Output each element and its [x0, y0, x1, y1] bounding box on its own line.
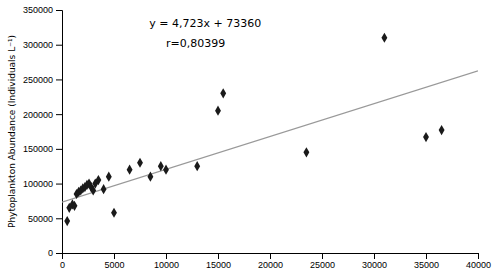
y-axis-tick-label: 300000	[23, 40, 53, 50]
scatter-point	[423, 132, 429, 142]
scatter-point	[220, 88, 226, 98]
y-axis-tick-label: 50000	[28, 214, 53, 224]
scatter-point	[127, 165, 133, 175]
x-axis-tick-label: 25000	[310, 260, 335, 270]
x-axis-tick-label: 35000	[414, 260, 439, 270]
y-axis-tick: 250000	[23, 75, 62, 85]
annotation: y = 4,723x + 73360	[149, 17, 261, 30]
scatter-point	[194, 161, 200, 171]
marks	[62, 33, 478, 226]
y-axis-tick-label: 100000	[23, 179, 53, 189]
x-axis-tick-label: 40000	[466, 260, 491, 270]
x-axis-tick-mark	[374, 253, 375, 259]
x-axis-tick: 15000	[206, 253, 231, 270]
x-axis-tick: 30000	[362, 253, 387, 270]
x-axis-line	[63, 254, 479, 260]
regression-line	[62, 71, 478, 202]
scatter-point	[95, 175, 101, 185]
y-axis-tick-mark	[56, 79, 62, 80]
y-axis-tick: 350000	[23, 5, 62, 15]
scatter-point	[147, 172, 153, 182]
y-axis-tick-mark	[56, 45, 62, 46]
y-axis-line	[56, 11, 63, 254]
annotation: r=0,80399	[166, 37, 225, 50]
y-axis-tick-mark	[56, 253, 62, 254]
x-axis-tick-mark	[478, 253, 479, 259]
x-axis-tick: 20000	[258, 253, 283, 270]
x-axis-tick: 10000	[154, 253, 179, 270]
y-axis-tick: 200000	[23, 110, 62, 120]
y-axis-tick-mark	[56, 218, 62, 219]
y-axis-tick: 0	[48, 248, 62, 258]
x-axis-tick-mark	[322, 253, 323, 259]
y-axis-tick: 150000	[23, 144, 62, 154]
x-axis-tick-label: 30000	[362, 260, 387, 270]
x-axis-tick-label: 10000	[154, 260, 179, 270]
x-axis-tick: 5000	[104, 253, 124, 270]
y-axis-tick-mark	[56, 184, 62, 185]
plot-area: 0 5000 10000 15000 20000 25000 30000 35000 40000…	[23, 5, 491, 270]
x-axis-tick-label: 20000	[258, 260, 283, 270]
chart: 0 5000 10000 15000 20000 25000 30000 35000 40000…	[0, 0, 496, 277]
x-axis-tick-mark	[166, 253, 167, 259]
y-axis-tick: 50000	[28, 214, 62, 224]
y-axis-tick-mark	[56, 149, 62, 150]
scatter-point	[381, 33, 387, 43]
scatter-point	[163, 165, 169, 175]
x-axis-tick-label: 5000	[104, 260, 124, 270]
annotations: y = 4,723x + 73360 r=0,80399	[149, 17, 261, 50]
x-axis-tick: 40000	[466, 253, 491, 270]
scatter-point	[72, 201, 78, 211]
y-axis-tick-label: 200000	[23, 110, 53, 120]
y-axis-tick-mark	[56, 10, 62, 11]
y-axis-tick: 300000	[23, 40, 62, 50]
scatter-point	[106, 172, 112, 182]
x-axis-tick: 0	[60, 253, 65, 270]
x-axis-tick: 25000	[310, 253, 335, 270]
x-axis-tick-mark	[114, 253, 115, 259]
y-axis-tick: 100000	[23, 179, 62, 189]
scatter-point	[158, 161, 164, 171]
scatter-point	[303, 147, 309, 157]
y-axis-tick-label: 0	[48, 248, 53, 258]
y-axis-tick-label: 150000	[23, 144, 53, 154]
scatter-point	[64, 216, 70, 226]
scatter-point	[101, 184, 107, 194]
x-axis-tick: 35000	[414, 253, 439, 270]
x-axis-tick-mark	[270, 253, 271, 259]
scatter-point	[439, 125, 445, 135]
y-axis: 0 50000 100000 150000 200000 250000 300000 3500…	[23, 5, 63, 258]
scatter-point	[215, 106, 221, 116]
y-axis-tick-label: 250000	[23, 75, 53, 85]
scatter-point	[111, 208, 117, 218]
x-axis-tick-label: 15000	[206, 260, 231, 270]
x-axis-tick-label: 0	[60, 260, 65, 270]
x-axis: 0 5000 10000 15000 20000 25000 30000 35000 40000	[60, 253, 491, 270]
y-axis-tick-mark	[56, 114, 62, 115]
scatter-point	[137, 158, 143, 168]
x-axis-tick-mark	[218, 253, 219, 259]
x-axis-tick-mark	[426, 253, 427, 259]
y-axis-title: Phytoplankton Abundance (Individuals L⁻¹…	[7, 35, 17, 228]
y-axis-tick-label: 350000	[23, 5, 53, 15]
